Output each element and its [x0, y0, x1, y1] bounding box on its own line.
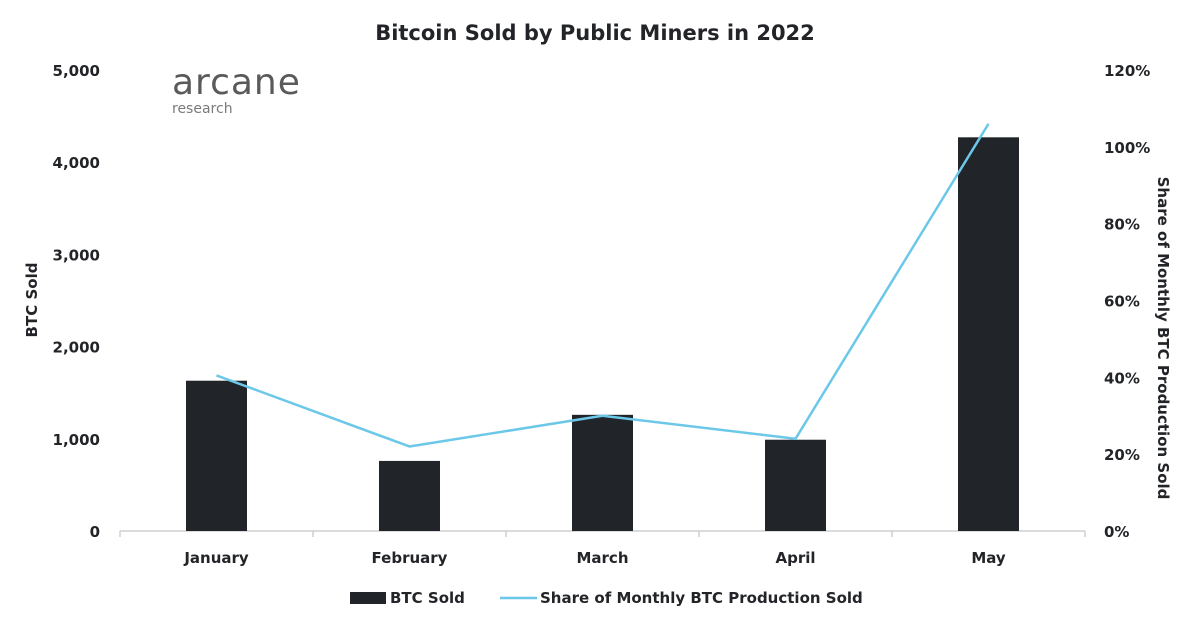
y2-tick-label: 0%	[1104, 523, 1129, 541]
legend: BTC Sold Share of Monthly BTC Production…	[350, 589, 863, 607]
y2-tick-label: 120%	[1104, 62, 1150, 80]
y-axis-title: BTC Sold	[23, 263, 41, 338]
legend-swatch-btc-sold	[350, 592, 386, 604]
x-tick-label: April	[775, 549, 815, 567]
x-tick-labels: January February March April May	[183, 549, 1006, 567]
share-line	[216, 123, 990, 448]
x-tick-label: March	[576, 549, 628, 567]
y2-tick-label: 60%	[1104, 293, 1140, 311]
y2-tick-label: 80%	[1104, 216, 1140, 234]
y-tick-label: 5,000	[53, 62, 100, 80]
chart-title: Bitcoin Sold by Public Miners in 2022	[375, 21, 815, 45]
x-tick-label: May	[971, 549, 1006, 567]
right-axis-ticks: 0% 20% 40% 60% 80% 100% 120%	[1104, 62, 1150, 541]
bar-may	[958, 137, 1019, 531]
y-tick-label: 1,000	[53, 431, 100, 449]
y-tick-label: 3,000	[53, 246, 100, 264]
brand-logo: arcane research	[172, 62, 301, 117]
y2-tick-label: 20%	[1104, 446, 1140, 464]
brand-name: arcane	[172, 62, 301, 103]
bar-february	[379, 460, 440, 531]
line-series	[216, 123, 990, 448]
left-axis-ticks: 0 1,000 2,000 3,000 4,000 5,000	[53, 62, 100, 541]
bar-series	[186, 137, 1019, 531]
y2-tick-label: 40%	[1104, 369, 1140, 387]
x-tick-label: January	[183, 549, 249, 567]
y-tick-label: 2,000	[53, 339, 100, 357]
legend-label-btc-sold: BTC Sold	[390, 589, 465, 607]
brand-subtitle: research	[172, 101, 233, 117]
bar-march	[572, 414, 633, 531]
y2-tick-label: 100%	[1104, 139, 1150, 157]
x-tick-label: February	[372, 549, 448, 567]
y-tick-label: 0	[90, 523, 100, 541]
y2-axis-title: Share of Monthly BTC Production Sold	[1154, 177, 1172, 500]
bar-april	[765, 439, 826, 531]
x-axis	[119, 530, 1086, 537]
y-tick-label: 4,000	[53, 154, 100, 172]
legend-label-share: Share of Monthly BTC Production Sold	[540, 589, 863, 607]
bar-january	[186, 380, 247, 531]
